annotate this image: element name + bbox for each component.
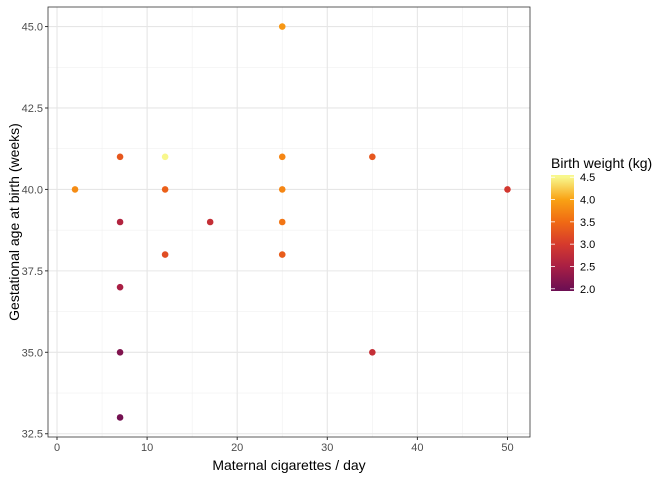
y-ticks: 32.5 35.0 37.5 40.0 42.5 45.0	[22, 22, 48, 441]
legend-ticks: 2.0 2.5 3.0 3.5 4.0 4.5	[551, 172, 595, 296]
x-ticks: 0 10 20 30 40 50	[54, 437, 514, 454]
y-tick-label: 42.5	[22, 103, 43, 115]
colorbar	[551, 175, 574, 291]
y-axis-label: Gestational age at birth (weeks)	[6, 123, 22, 321]
data-point	[116, 283, 124, 291]
y-tick-label: 37.5	[22, 266, 43, 278]
legend-tick-label: 3.5	[580, 217, 595, 229]
data-point	[504, 186, 511, 193]
x-tick-label: 50	[501, 442, 513, 454]
x-axis-label: Maternal cigarettes / day	[212, 457, 365, 473]
legend-tick-label: 2.0	[580, 284, 595, 296]
data-point	[71, 186, 79, 193]
data-point	[161, 251, 169, 258]
plot-panel	[48, 7, 530, 437]
points	[71, 23, 511, 421]
x-tick-label: 0	[54, 442, 60, 454]
data-point	[206, 218, 214, 226]
y-tick-label: 40.0	[22, 184, 43, 196]
data-point	[161, 186, 169, 193]
data-point	[278, 218, 286, 226]
data-point	[278, 251, 286, 258]
data-point	[116, 218, 124, 226]
data-point	[278, 153, 286, 161]
legend-tick-label: 4.0	[580, 195, 595, 207]
data-point	[369, 349, 376, 356]
data-point	[116, 414, 124, 421]
y-tick-label: 35.0	[22, 347, 43, 359]
x-tick-label: 30	[321, 442, 333, 454]
x-tick-label: 10	[141, 442, 153, 454]
data-point	[116, 153, 124, 161]
data-point	[278, 23, 286, 30]
x-tick-label: 20	[231, 442, 243, 454]
legend-title: Birth weight (kg)	[551, 155, 652, 171]
data-point	[369, 153, 376, 161]
legend-tick-label: 2.5	[580, 261, 595, 273]
data-point	[161, 153, 169, 161]
y-tick-label: 32.5	[22, 429, 43, 441]
y-tick-label: 45.0	[22, 22, 43, 34]
data-point	[278, 186, 286, 193]
x-tick-label: 40	[411, 442, 423, 454]
gridlines	[48, 7, 530, 437]
data-point	[116, 349, 124, 356]
panel-border	[47, 6, 531, 438]
legend-tick-label: 3.0	[580, 239, 595, 251]
legend-tick-label: 4.5	[580, 172, 595, 184]
